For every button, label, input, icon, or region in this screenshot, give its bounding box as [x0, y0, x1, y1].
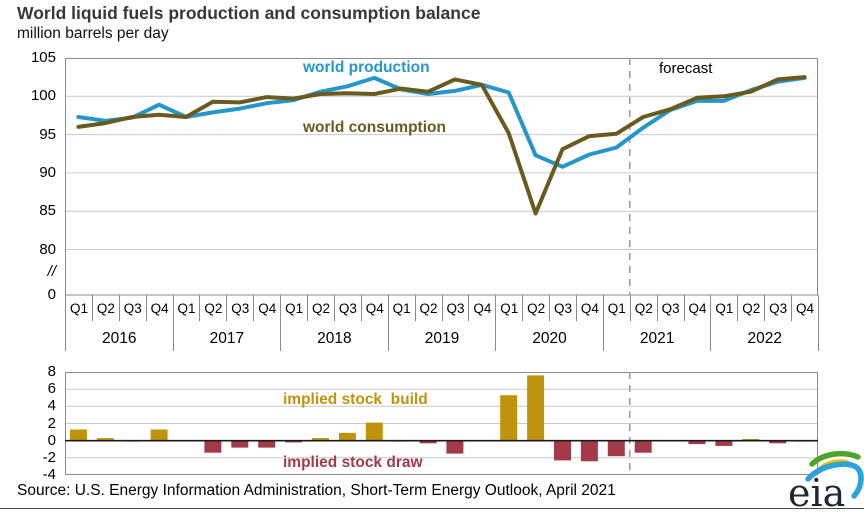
y-tick-label: //	[47, 263, 56, 280]
y-tick-label: 2	[47, 414, 56, 432]
x-tick-quarter: Q3	[764, 295, 791, 321]
x-tick-year: 2017	[172, 295, 281, 351]
x-tick-year: 2020	[495, 295, 603, 351]
y-tick-label: 85	[39, 202, 56, 220]
stock-draw-bar	[769, 440, 787, 444]
line-chart	[65, 58, 818, 296]
forecast-label: forecast	[659, 60, 713, 77]
x-tick-quarter: Q3	[118, 295, 146, 321]
y-tick-label: 95	[39, 125, 56, 143]
y-tick-label: 80	[39, 240, 56, 258]
stock-draw-bar	[554, 440, 571, 461]
x-tick-quarter: Q2	[522, 295, 549, 321]
stock-draw-bar	[446, 440, 464, 454]
x-tick-year: 2018	[280, 295, 388, 351]
source-text: Source: U.S. Energy Information Administ…	[17, 482, 616, 499]
x-tick-quarter: Q4	[145, 295, 173, 321]
chart-subtitle: million barrels per day	[17, 25, 169, 42]
x-tick-quarter: Q3	[333, 295, 361, 321]
stock-draw-bar	[634, 440, 652, 453]
logo-blue-arc-icon	[805, 461, 864, 499]
y-tick-label: 0	[47, 286, 56, 303]
x-tick-quarter: Q2	[91, 295, 119, 321]
x-tick-quarter: Q4	[683, 295, 711, 321]
y-tick-label: 6	[47, 380, 56, 398]
y-tick-label: 0	[47, 431, 56, 449]
stock-build-bar	[96, 438, 114, 441]
stock-draw-bar	[580, 440, 598, 462]
logo-green-arc-icon	[809, 450, 861, 467]
x-tick-quarter: Q2	[737, 295, 764, 321]
x-tick-quarter: Q4	[791, 295, 818, 321]
x-tick-year: 2019	[387, 295, 496, 351]
chart-title: World liquid fuels production and consum…	[17, 3, 481, 23]
stock-draw-bar	[231, 440, 249, 448]
x-tick-quarter: Q4	[468, 295, 495, 321]
x-tick-year: 2016	[65, 295, 173, 351]
y-tick-label: 105	[30, 49, 56, 66]
stock-draw-bar	[419, 440, 437, 444]
y-tick-label: 4	[47, 397, 56, 415]
eia-logo: eia	[788, 450, 864, 510]
y-tick-label: -4	[42, 466, 56, 483]
y-tick-label: 100	[30, 87, 56, 105]
x-tick-quarter: Q3	[656, 295, 684, 321]
bar-chart	[65, 372, 818, 475]
y-tick-label: 90	[39, 163, 56, 181]
x-tick-quarter: Q4	[360, 295, 388, 321]
world-consumption-label: world consumption	[303, 119, 446, 136]
x-tick-quarter: Q2	[307, 295, 334, 321]
stock-draw-bar	[285, 440, 303, 443]
stock-draw-bar	[607, 440, 625, 457]
stock-draw-bar	[688, 440, 706, 445]
stock-build-bar	[742, 439, 760, 441]
world-production-label: world production	[303, 59, 430, 76]
stock-build-bar	[69, 429, 87, 441]
x-tick-quarter: Q2	[414, 295, 442, 321]
x-tick-quarter: Q2	[199, 295, 226, 321]
x-tick-year: 2022	[710, 295, 818, 351]
y-tick-label: 8	[47, 363, 56, 380]
x-tick-quarter: Q3	[549, 295, 576, 321]
x-axis-right-edge	[818, 295, 819, 351]
stock-build-bar	[527, 375, 545, 441]
stock-build-bar	[365, 422, 383, 441]
x-tick-year: 2021	[602, 295, 711, 351]
stock-draw-label: implied stock draw	[283, 454, 423, 471]
x-tick-quarter: Q3	[441, 295, 469, 321]
stock-draw-bar	[258, 440, 276, 448]
bottom-divider	[0, 508, 864, 509]
y-tick-label: -2	[42, 448, 56, 466]
x-tick-quarter: Q4	[253, 295, 280, 321]
stock-draw-bar	[204, 440, 222, 453]
x-tick-quarter: Q3	[226, 295, 253, 321]
stock-draw-bar	[715, 440, 733, 446]
stock-build-bar	[312, 438, 329, 441]
stock-build-bar	[500, 395, 518, 441]
x-tick-quarter: Q2	[629, 295, 657, 321]
stock-build-label: implied stock build	[283, 391, 428, 408]
stock-build-bar	[150, 429, 168, 441]
world-consumption-line	[76, 75, 807, 216]
stock-build-bar	[338, 432, 356, 441]
logo-text: eia	[788, 471, 845, 510]
plot-border	[65, 372, 818, 475]
x-tick-quarter: Q4	[575, 295, 603, 321]
x-axis: Q1 Q2 Q3 Q4 Q1 Q2 Q3 Q4 Q1 Q2 Q3 Q4 Q1 Q2 Q3 Q4 Q1 Q2 Q3 Q4…	[0, 295, 864, 352]
